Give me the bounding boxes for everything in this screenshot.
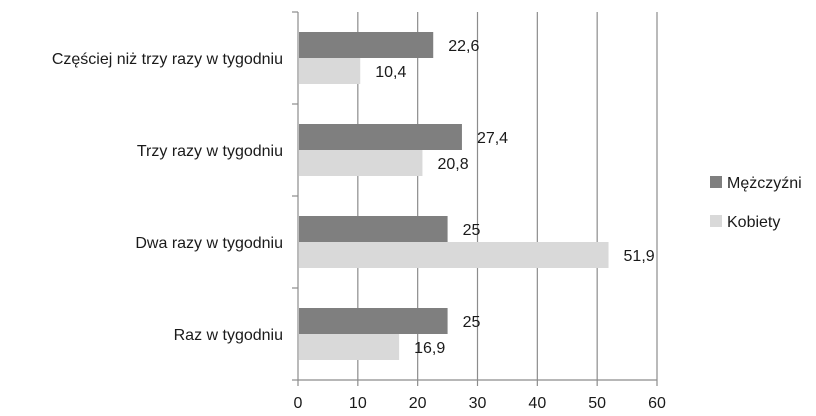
bar [299,308,448,334]
legend-swatch [710,176,722,188]
x-tick-label: 40 [528,395,546,412]
legend-swatch [710,215,722,227]
legend-label: Mężczyźni [727,175,802,192]
labels: 0 10 20 30 40 50 60 Częściej niż trzy razy w ty… [52,38,666,412]
data-label: 51,9 [624,248,655,265]
x-tick-label: 0 [294,395,303,412]
x-tick-label: 50 [588,395,606,412]
bar [299,58,361,84]
x-tick-label: 60 [648,395,666,412]
bar [299,150,423,176]
category-label: Raz w tygodniu [174,327,283,344]
bars [299,32,609,360]
bar [299,242,609,268]
bar [299,124,462,150]
category-label: Dwa razy w tygodniu [135,235,283,252]
x-tick-label: 10 [349,395,367,412]
category-label: Częściej niż trzy razy w tygodniu [52,51,283,68]
x-tick-label: 30 [469,395,487,412]
data-label: 22,6 [448,38,479,55]
data-label: 25 [463,222,481,239]
data-label: 10,4 [375,64,406,81]
legend-label: Kobiety [727,214,780,231]
data-label: 16,9 [414,340,445,357]
bar [299,216,448,242]
bar [299,334,400,360]
category-label: Trzy razy w tygodniu [137,143,283,160]
bar [299,32,434,58]
data-label: 27,4 [477,130,508,147]
x-tick-label: 20 [409,395,427,412]
axes [292,11,658,386]
legend: Mężczyźni Kobiety [710,175,802,231]
data-label: 25 [463,314,481,331]
data-label: 20,8 [437,156,468,173]
